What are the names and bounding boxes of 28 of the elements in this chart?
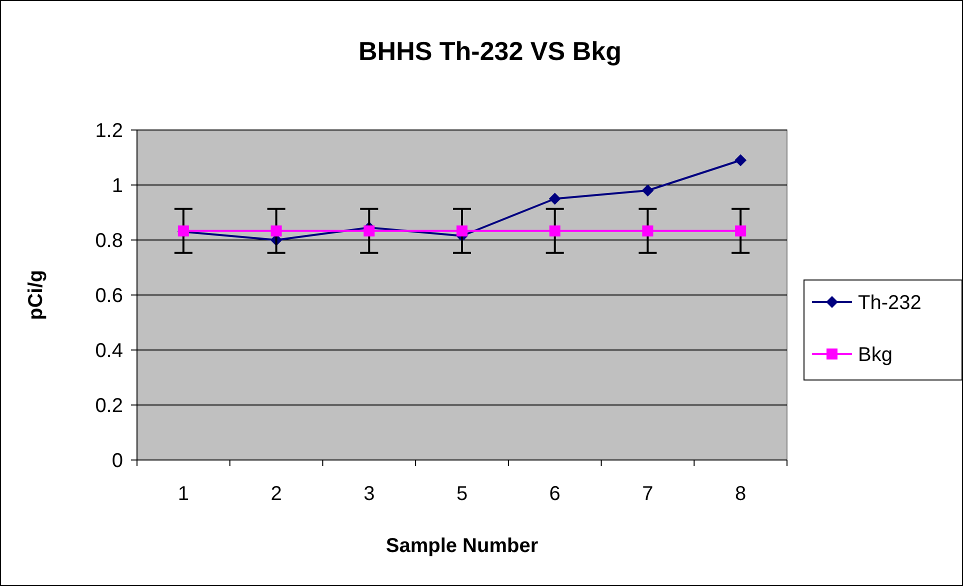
chart-title: BHHS Th-232 VS Bkg: [358, 36, 622, 66]
point: [642, 225, 654, 236]
y-axis-title: pCi/g: [25, 270, 47, 320]
point: [734, 154, 747, 166]
x-tick-label: 1: [178, 483, 189, 505]
point: [364, 225, 375, 236]
point: [270, 225, 282, 236]
y-tick-label: 0: [112, 450, 123, 472]
point: [642, 184, 654, 196]
x-axis-title: Sample Number: [386, 535, 538, 557]
x-tick-label: 6: [549, 483, 560, 505]
x-tick-label: 3: [364, 483, 375, 505]
x-tick-label: 8: [735, 483, 746, 505]
point: [735, 225, 746, 236]
y-tick-label: 1.2: [95, 120, 123, 142]
y-tick-label: 0.6: [95, 285, 123, 307]
y-tick-label: 1: [112, 175, 123, 197]
x-tick-label: 2: [270, 483, 282, 505]
point: [549, 225, 560, 236]
legend-label: Th-232: [858, 292, 922, 314]
x-tick-label: 7: [642, 483, 654, 505]
point: [456, 225, 468, 236]
y-tick-label: 0.4: [95, 340, 123, 362]
point: [548, 192, 561, 205]
y-tick-label: 0.8: [95, 230, 123, 252]
x-tick-label: 5: [456, 483, 468, 505]
y-tick-label: 0.2: [95, 395, 123, 417]
legend-label: Bkg: [858, 344, 892, 366]
